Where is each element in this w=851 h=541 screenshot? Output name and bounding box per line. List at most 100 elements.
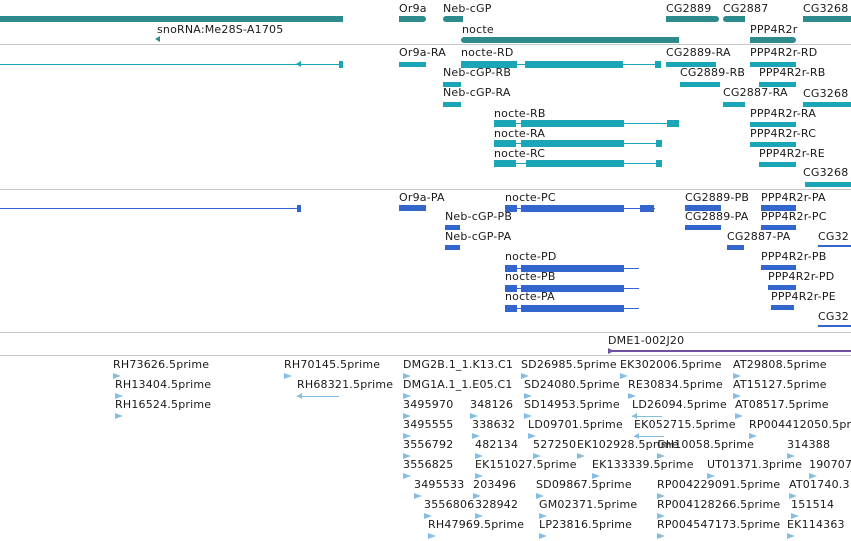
est-label[interactable]: UT01371.3prime [707,458,803,471]
exon-bar[interactable] [759,162,796,167]
est-feature[interactable] [403,453,411,459]
gene-bar-cg2889[interactable] [666,16,719,22]
exon-bar[interactable] [521,120,624,127]
exon-bar[interactable] [445,245,460,250]
protein-label[interactable]: nocte-PC [505,191,556,204]
exon-bar[interactable] [494,120,516,127]
est-label[interactable]: LP23816.5prime [539,518,633,531]
est-feature[interactable] [403,393,411,399]
est-label[interactable]: 3556825 [403,458,454,471]
est-label[interactable]: 314388 [787,438,831,451]
est-label[interactable]: RH13404.5prime [115,378,212,391]
est-label[interactable]: 3556806 [424,498,475,511]
gene-label[interactable]: nocte [462,23,494,36]
transcript-label[interactable]: CG3268 [803,87,849,100]
est-feature[interactable] [592,473,600,479]
exon-bar[interactable] [680,82,720,87]
est-label[interactable]: DMG2B.1_1.K13.C1 [403,358,514,371]
exon-bar[interactable] [761,205,796,211]
protein-label[interactable]: Or9a-PA [399,191,445,204]
est-label[interactable]: 482134 [475,438,519,451]
transcript-label[interactable]: PPP4R2r-RA [750,107,817,120]
protein-label[interactable]: CG2887-PA [727,230,791,243]
est-label[interactable]: 3495970 [403,398,454,411]
est-label[interactable]: RP004547173.5prime [657,518,781,531]
est-label[interactable]: 151514 [791,498,835,511]
exon-bar[interactable] [525,61,623,68]
est-label[interactable]: SD14953.5prime [524,398,620,411]
transcript-label[interactable]: Or9a-RA [399,46,447,59]
transcript-label[interactable]: nocte-RA [494,127,546,140]
gene-bar-cg2887[interactable] [723,16,745,22]
protein-label[interactable]: PPP4R2r-PE [771,290,836,303]
est-feature[interactable] [707,473,715,479]
exon-bar[interactable] [521,140,624,147]
transcript-label[interactable]: PPP4R2r-RB [759,66,826,79]
protein-label[interactable]: CG32 [818,310,850,323]
transcript-label[interactable]: CG3268 [803,166,849,179]
est-label[interactable]: RP004128266.5prime [657,498,781,511]
est-feature[interactable] [628,393,636,399]
est-feature[interactable] [403,373,411,379]
est-label[interactable]: 348126 [470,398,514,411]
exon-bar[interactable] [494,160,516,167]
protein-label[interactable]: PPP4R2r-PC [761,210,827,223]
est-label[interactable]: EK052715.5prime [634,418,736,431]
est-feature[interactable] [657,453,665,459]
exon-bar[interactable] [505,305,517,312]
est-label[interactable]: 3495533 [414,478,465,491]
est-label[interactable]: SD09867.5prime [536,478,632,491]
exon-bar[interactable] [818,245,851,247]
est-feature[interactable] [791,513,799,519]
exon-bar[interactable] [494,140,516,147]
exon-bar[interactable] [505,265,517,272]
exon-bar[interactable] [443,82,461,87]
est-label[interactable]: EK102928.5prime [577,438,679,451]
exon-bar[interactable] [656,140,662,147]
gene-label[interactable]: snoRNA:Me28S-A1705 [157,23,284,36]
est-feature[interactable] [470,413,478,419]
exon-bar[interactable] [640,205,654,212]
exon-bar[interactable] [685,205,721,211]
est-label[interactable]: EK151027.5prime [475,458,577,471]
exon-bar[interactable] [521,305,624,312]
clone-label[interactable]: DME1-002J20 [608,334,685,347]
est-feature[interactable] [475,513,483,519]
est-feature[interactable] [284,373,292,379]
gene-label[interactable]: CG2889 [666,2,712,15]
gene-bar-snorna[interactable] [0,16,343,22]
exon-bar[interactable] [505,205,517,212]
exon-bar[interactable] [443,102,461,107]
exon-bar[interactable] [505,285,517,292]
est-feature[interactable] [620,373,628,379]
exon-bar[interactable] [805,182,851,187]
est-label[interactable]: 3556792 [403,438,454,451]
est-feature[interactable] [735,413,743,419]
est-label[interactable]: AT29808.5prime [733,358,827,371]
exon-bar[interactable] [399,62,426,67]
exon-bar[interactable] [461,61,517,68]
transcript-label[interactable]: Neb-cGP-RA [443,86,511,99]
gene-label[interactable]: CG3268 [803,2,849,15]
transcript-label[interactable]: nocte-RC [494,147,546,160]
protein-label[interactable]: PPP4R2r-PA [761,191,826,204]
protein-label[interactable]: Neb-cGP-PA [445,230,512,243]
est-feature[interactable] [539,533,547,539]
est-feature[interactable] [524,393,532,399]
protein-label[interactable]: nocte-PA [505,290,555,303]
transcript-label[interactable]: Neb-cGP-RB [443,66,512,79]
est-feature[interactable] [113,373,121,379]
exon-bar[interactable] [656,160,662,167]
est-feature[interactable] [634,433,664,439]
est-label[interactable]: RH68321.5prime [297,378,394,391]
est-label[interactable]: RH47969.5prime [428,518,525,531]
gene-label[interactable]: PPP4R2r [750,23,798,36]
est-feature[interactable] [657,513,665,519]
est-feature[interactable] [403,413,411,419]
exon-bar[interactable] [818,325,851,327]
exon-bar[interactable] [750,142,796,147]
gene-bar-or9a[interactable] [399,16,426,22]
est-label[interactable]: 527250 [533,438,577,451]
gene-label[interactable]: Neb-cGP [443,2,492,15]
est-label[interactable]: EK133339.5prime [592,458,694,471]
